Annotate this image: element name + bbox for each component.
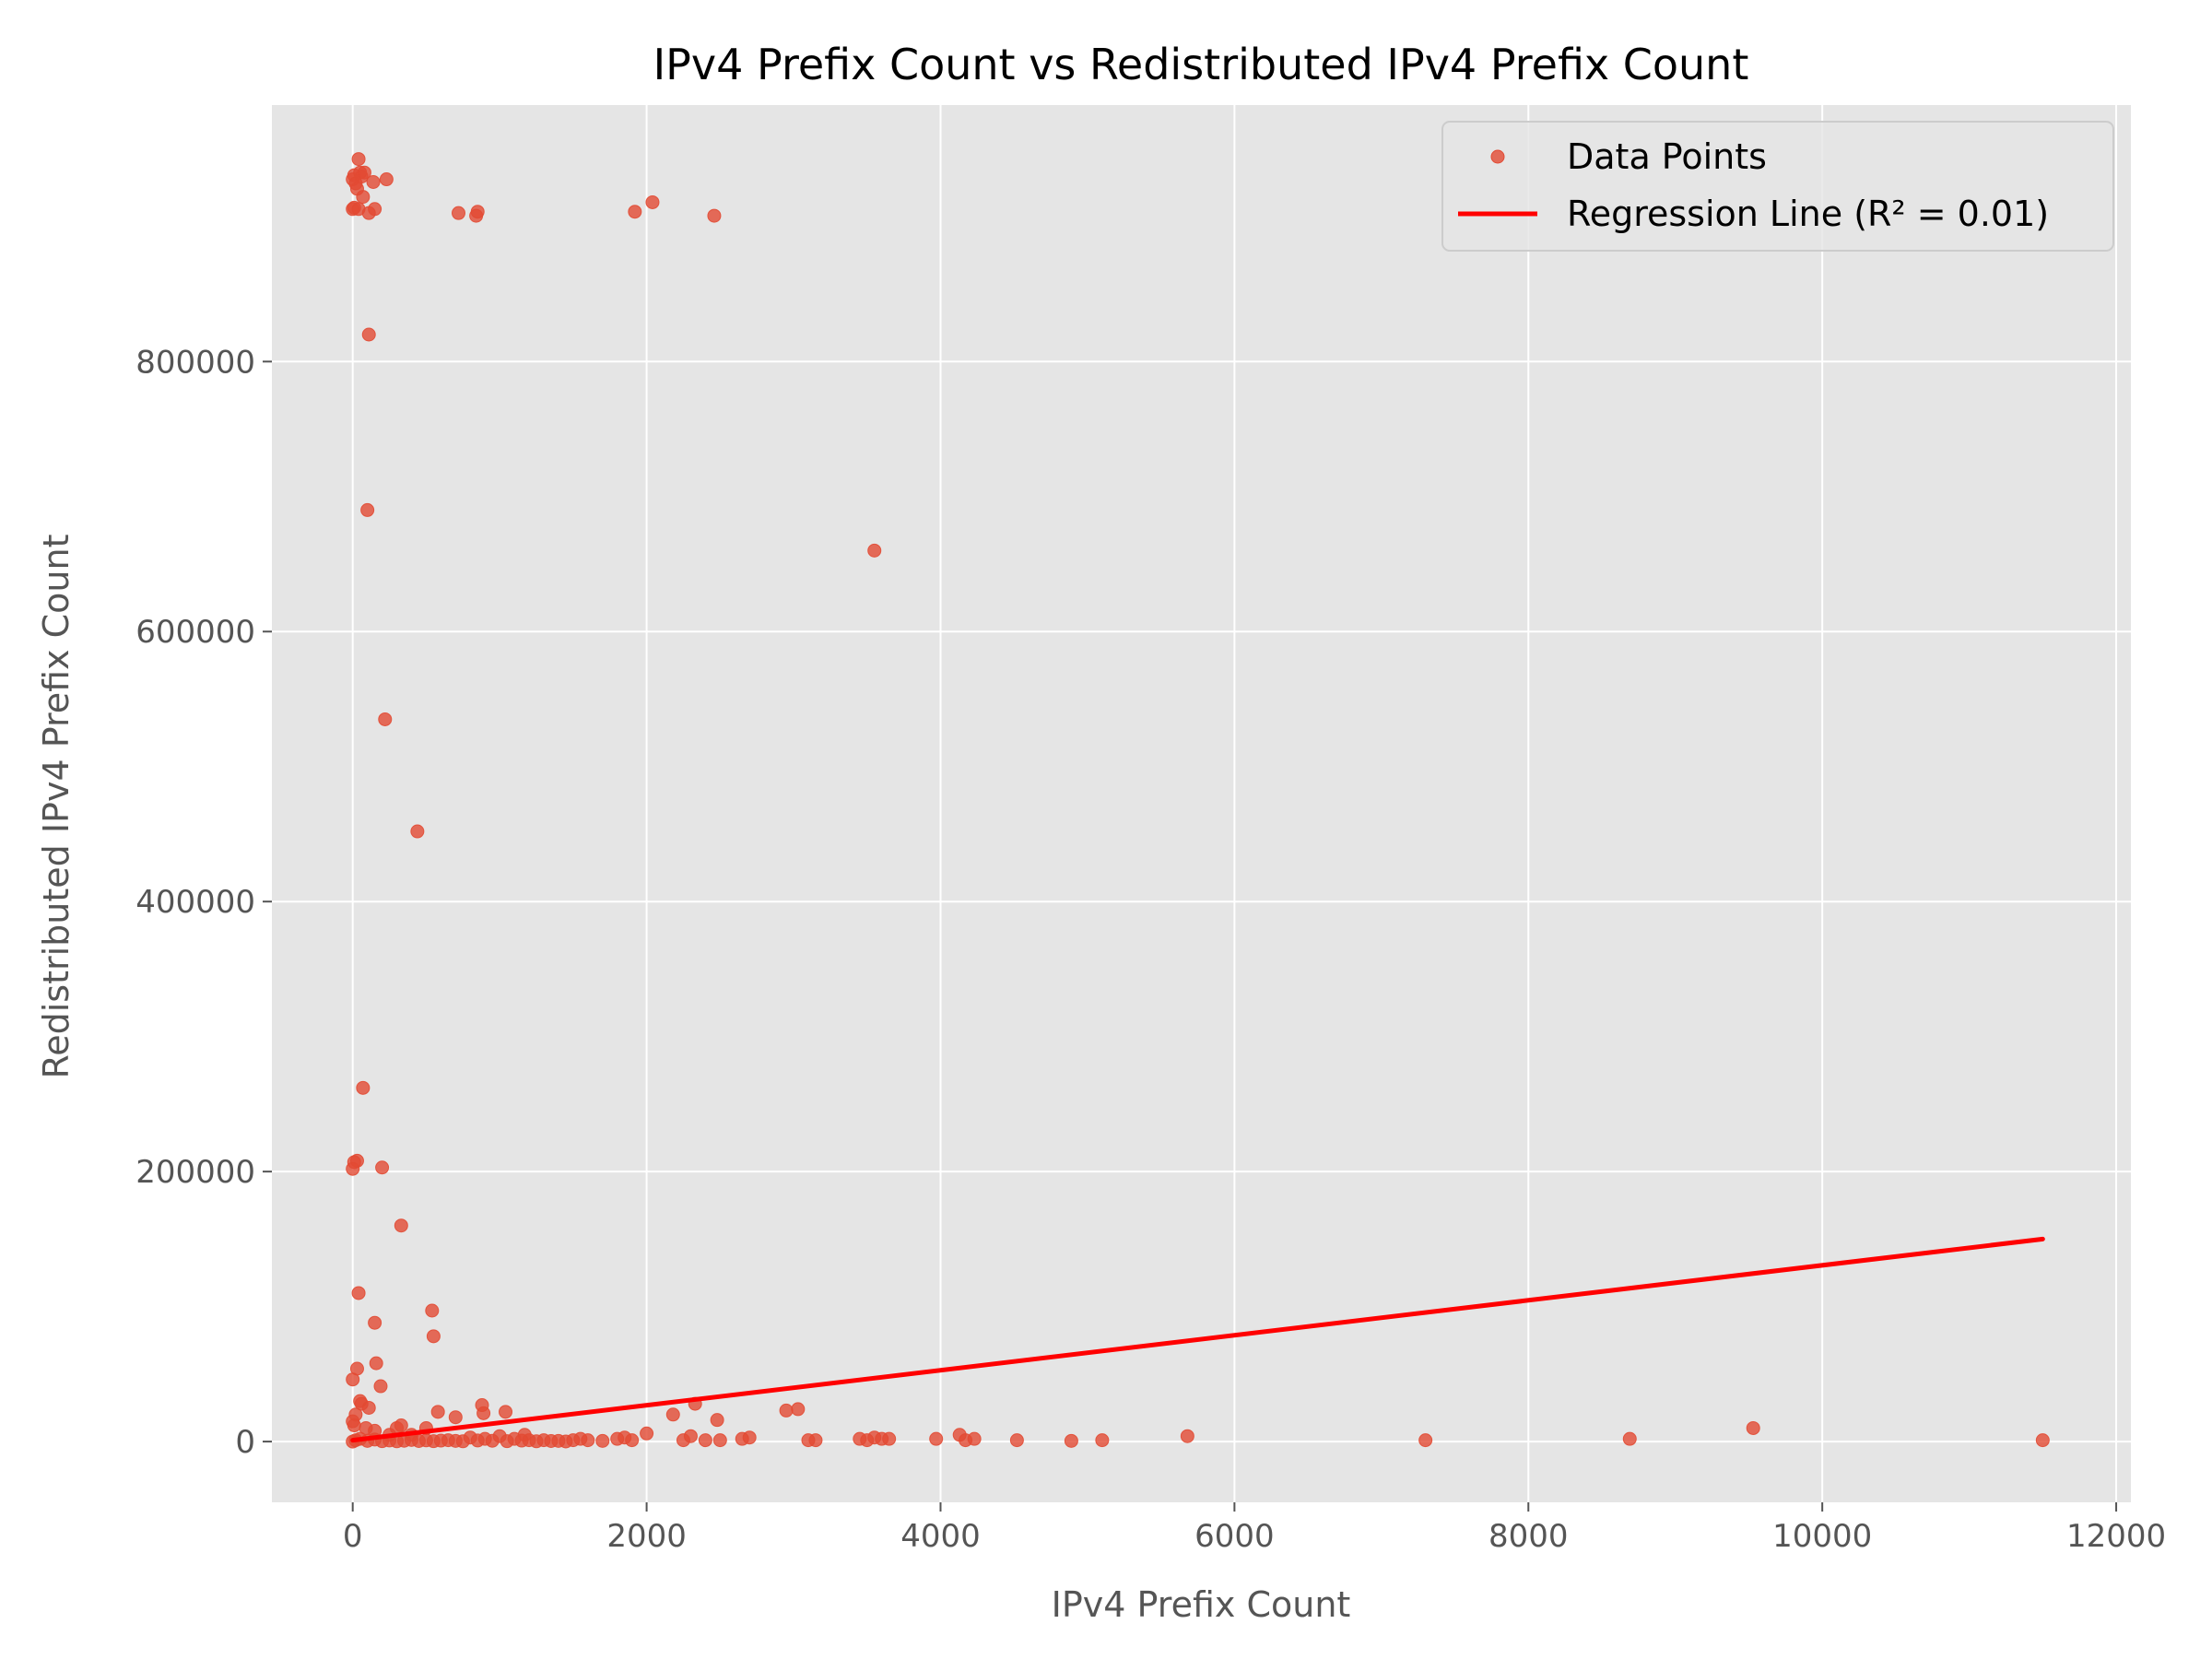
data-point xyxy=(375,1160,390,1175)
x-tick-label: 2000 xyxy=(606,1518,687,1555)
data-point xyxy=(559,1434,573,1449)
data-point xyxy=(683,1429,698,1443)
data-point xyxy=(356,190,371,205)
data-point xyxy=(1622,1431,1637,1446)
chart-title: IPv4 Prefix Count vs Redistributed IPv4 … xyxy=(653,40,1749,89)
data-point xyxy=(779,1403,794,1418)
x-tick-label: 10000 xyxy=(1772,1518,1872,1555)
data-point xyxy=(361,1400,376,1415)
data-point xyxy=(425,1303,440,1318)
data-point xyxy=(394,1218,408,1233)
data-point xyxy=(379,172,394,187)
legend-scatter-marker xyxy=(1490,149,1505,164)
data-point xyxy=(455,1434,470,1449)
data-point xyxy=(346,1372,360,1387)
legend-label-regression-line: Regression Line (R² = 0.01) xyxy=(1567,194,2049,234)
data-point xyxy=(698,1433,712,1448)
data-point xyxy=(808,1433,823,1448)
data-point xyxy=(500,1434,514,1449)
data-point xyxy=(645,194,660,209)
y-tick-label: 200000 xyxy=(135,1154,255,1191)
data-point xyxy=(742,1430,757,1445)
data-point xyxy=(351,152,366,167)
data-point xyxy=(470,205,485,219)
data-point xyxy=(485,1433,500,1448)
data-point xyxy=(2035,1433,2050,1448)
y-axis-label: Redistributed IPv4 Prefix Count xyxy=(36,535,76,1079)
data-point xyxy=(1009,1433,1024,1448)
x-tick-label: 8000 xyxy=(1488,1518,1569,1555)
data-point xyxy=(929,1431,944,1446)
data-point xyxy=(368,1315,382,1330)
data-point xyxy=(351,1286,366,1300)
data-point xyxy=(882,1431,897,1446)
data-point xyxy=(625,1433,640,1448)
data-point xyxy=(544,1434,559,1449)
data-point xyxy=(1418,1433,1433,1448)
x-tick-label: 6000 xyxy=(1194,1518,1275,1555)
data-point xyxy=(595,1433,610,1448)
regression-lines xyxy=(350,1236,2045,1443)
data-point xyxy=(361,327,376,342)
y-tick-label: 800000 xyxy=(135,344,255,381)
data-point xyxy=(640,1426,654,1441)
regression-line xyxy=(350,1236,2045,1443)
data-point xyxy=(1746,1420,1760,1435)
data-point xyxy=(394,1418,408,1433)
data-point xyxy=(707,208,722,223)
data-point xyxy=(410,824,425,839)
data-point xyxy=(430,1405,445,1419)
data-point xyxy=(451,206,465,220)
y-tick-label: 400000 xyxy=(135,884,255,921)
data-point xyxy=(366,174,381,189)
data-point xyxy=(967,1431,982,1446)
data-point xyxy=(1064,1433,1078,1448)
data-point xyxy=(347,1418,361,1433)
y-tick-label: 600000 xyxy=(135,614,255,651)
data-point xyxy=(1180,1429,1194,1443)
data-point xyxy=(360,502,375,517)
x-axis-label: IPv4 Prefix Count xyxy=(1052,1584,1351,1625)
data-point xyxy=(357,165,371,180)
data-point xyxy=(628,205,642,219)
x-axis: 0 2000 4000 6000 8000 10000 12000 xyxy=(343,1502,2166,1555)
data-point xyxy=(368,202,382,217)
data-point xyxy=(581,1433,595,1448)
data-point xyxy=(867,543,882,558)
data-point xyxy=(369,1356,383,1371)
data-point xyxy=(1095,1433,1110,1448)
data-point xyxy=(346,1161,360,1176)
data-point xyxy=(791,1402,806,1417)
data-point xyxy=(710,1413,724,1428)
legend-box xyxy=(1441,121,2114,252)
x-tick-label: 12000 xyxy=(2066,1518,2166,1555)
data-point xyxy=(514,1433,529,1448)
legend: Data Points Regression Line (R² = 0.01) xyxy=(1441,121,2114,252)
data-point xyxy=(470,1433,485,1448)
x-tick-label: 4000 xyxy=(900,1518,981,1555)
legend-label-data-points: Data Points xyxy=(1567,136,1767,177)
data-point xyxy=(448,1410,463,1425)
data-points xyxy=(346,152,2050,1449)
y-axis: 0 200000 400000 600000 800000 xyxy=(135,344,272,1461)
data-point xyxy=(712,1433,727,1448)
data-point xyxy=(426,1329,441,1344)
x-tick-label: 0 xyxy=(343,1518,363,1555)
data-point xyxy=(373,1379,388,1394)
data-point xyxy=(499,1405,513,1419)
data-point xyxy=(529,1434,544,1449)
data-point xyxy=(356,1080,371,1095)
plot-area xyxy=(272,105,2131,1502)
data-point xyxy=(477,1406,491,1420)
data-point xyxy=(665,1407,680,1422)
data-point xyxy=(378,712,393,726)
y-tick-label: 0 xyxy=(235,1424,255,1461)
